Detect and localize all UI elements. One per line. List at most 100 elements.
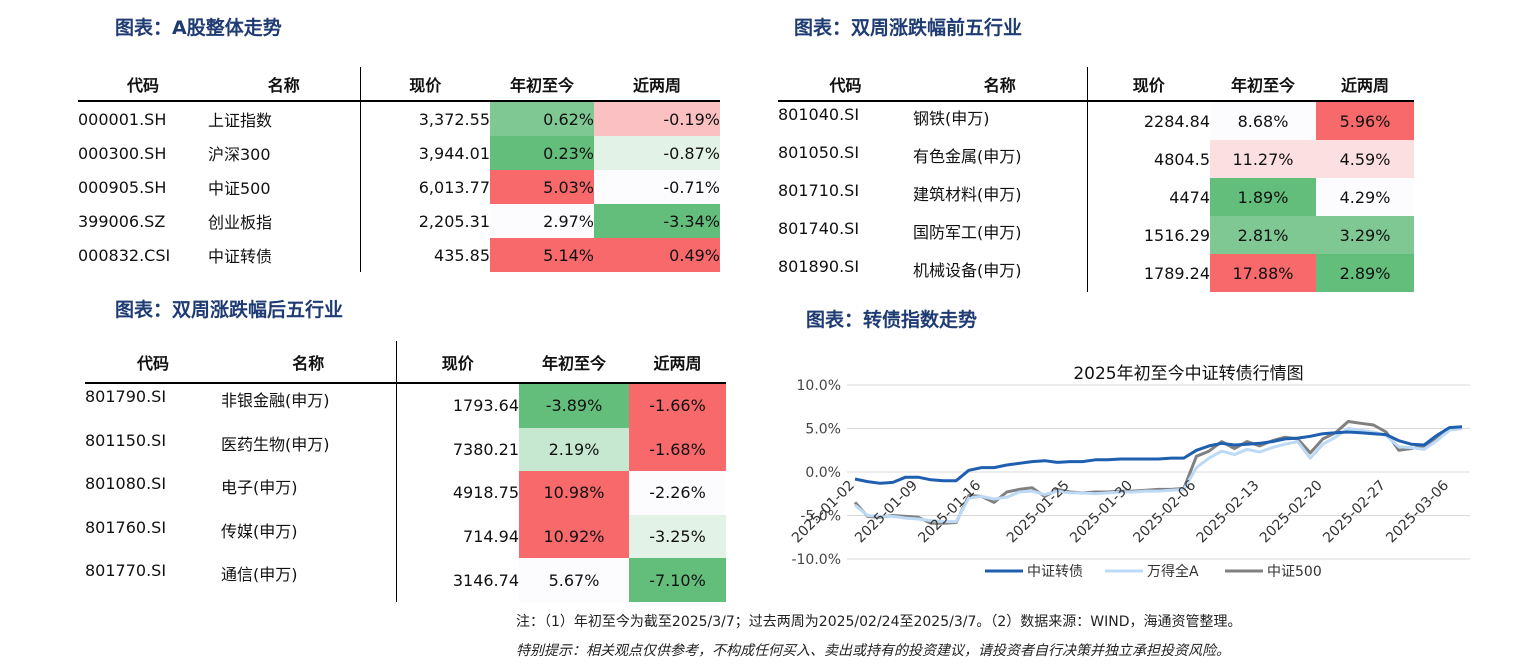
ytd-cell: 8.68% xyxy=(1210,101,1316,140)
header-price: 现价 xyxy=(395,341,519,384)
ytd-cell: 0.23% xyxy=(490,136,594,170)
table-row: 000905.SH 中证500 6,013.77 5.03% -0.71% xyxy=(78,170,720,204)
table-row: 399006.SZ 创业板指 2,205.31 2.97% -3.34% xyxy=(78,204,720,238)
code-cell: 801150.SI xyxy=(85,430,167,450)
x-tick-label: 2025-02-06 xyxy=(1130,477,1199,546)
bottom5-table: 代码 名称 现价 年初至今 近两周 801790.SI 非银金融(申万) 1793.… xyxy=(85,341,726,602)
x-tick-label: 2025-01-02 xyxy=(789,478,858,547)
name-cell: 国防军工(申万) xyxy=(913,223,1022,242)
price-cell: 3,372.55 xyxy=(359,101,490,136)
table-row: 801770.SI 通信(申万) 3146.74 5.67% -7.10% xyxy=(85,558,726,602)
table-row: 801790.SI 非银金融(申万) 1793.64 -3.89% -1.66% xyxy=(85,383,726,428)
y-tick-label: -10.0% xyxy=(791,552,841,568)
price-cell: 3,944.01 xyxy=(359,136,490,170)
name-cell: 上证指数 xyxy=(208,111,273,130)
two-week-cell: 4.29% xyxy=(1316,178,1414,216)
table-row: 801710.SI 建筑材料(申万) 4474 1.89% 4.29% xyxy=(778,178,1414,216)
table-row: 801050.SI 有色金属(申万) 4804.5 11.27% 4.59% xyxy=(778,140,1414,178)
ytd-cell: 5.14% xyxy=(490,238,594,272)
name-cell: 中证500 xyxy=(208,179,271,198)
name-cell: 电子(申万) xyxy=(221,478,298,498)
cb-index-chart: 2025年初至今中证转债行情图 10.0% 5.0% 0.0% -5.0% -10.0% 2… xyxy=(770,355,1510,590)
table-row: 801080.SI 电子(申万) 4918.75 10.98% -2.26% xyxy=(85,471,726,515)
price-cell: 1789.24 xyxy=(1086,254,1210,292)
name-cell: 医药生物(申万) xyxy=(221,434,330,454)
legend-label: 中证500 xyxy=(1267,564,1322,580)
name-cell: 通信(申万) xyxy=(221,565,298,585)
legend-label: 中证转债 xyxy=(1027,564,1083,580)
header-name: 名称 xyxy=(913,67,1087,102)
disclaimer-line: 特别提示：相关观点仅供参考，不构成任何买入、卖出或持有的投资建议，请投资者自行决… xyxy=(516,643,1230,659)
code-cell: 000832.CSI xyxy=(78,245,171,265)
a-share-title: 图表：A股整体走势 xyxy=(115,17,282,39)
two-week-cell: 2.89% xyxy=(1316,254,1414,292)
y-tick-label: 5.0% xyxy=(805,422,841,438)
price-cell: 4474 xyxy=(1086,178,1210,216)
table-row: 801040.SI 钢铁(申万) 2284.84 8.68% 5.96% xyxy=(778,101,1414,140)
table-row: 000001.SH 上证指数 3,372.55 0.62% -0.19% xyxy=(78,101,720,136)
header-ytd: 年初至今 xyxy=(490,67,594,102)
top5-table: 代码 名称 现价 年初至今 近两周 801040.SI 钢铁(申万) 2284.84… xyxy=(778,67,1414,292)
cb-index-title: 图表：转债指数走势 xyxy=(806,309,978,331)
code-cell: 801040.SI xyxy=(778,105,860,124)
series-line xyxy=(854,427,1463,524)
ytd-cell: 10.92% xyxy=(519,514,629,559)
two-week-cell: -0.19% xyxy=(594,101,720,136)
ytd-cell: 10.98% xyxy=(519,471,629,515)
price-cell: 3146.74 xyxy=(395,558,519,602)
code-cell: 000905.SH xyxy=(78,177,167,197)
ytd-cell: 2.97% xyxy=(490,204,594,238)
code-cell: 801050.SI xyxy=(778,143,860,162)
price-cell: 7380.21 xyxy=(395,427,519,472)
ytd-cell: 0.62% xyxy=(490,101,594,136)
name-cell: 机械设备(申万) xyxy=(913,261,1022,280)
ytd-cell: 1.89% xyxy=(1210,178,1316,216)
code-cell: 000001.SH xyxy=(78,109,167,129)
header-two-week: 近两周 xyxy=(629,341,726,384)
x-tick-label: 2025-03-06 xyxy=(1383,477,1452,546)
header-ytd: 年初至今 xyxy=(519,341,629,384)
price-cell: 714.94 xyxy=(395,514,519,559)
ytd-cell: 2.81% xyxy=(1210,216,1316,254)
table-row: 000300.SH 沪深300 3,944.01 0.23% -0.87% xyxy=(78,136,720,170)
two-week-cell: 5.96% xyxy=(1316,101,1414,140)
two-week-cell: -0.87% xyxy=(594,136,720,170)
name-cell: 创业板指 xyxy=(208,213,273,232)
y-tick-label: -5.0% xyxy=(800,509,841,525)
name-cell: 中证转债 xyxy=(208,247,273,266)
ytd-cell: 11.27% xyxy=(1210,140,1316,178)
two-week-cell: -1.68% xyxy=(629,427,726,472)
code-cell: 801710.SI xyxy=(778,181,860,200)
header-price: 现价 xyxy=(359,67,490,102)
header-code: 代码 xyxy=(778,67,913,102)
header-name: 名称 xyxy=(208,67,360,102)
x-tick-label: 2025-01-25 xyxy=(1004,478,1073,547)
x-tick-label: 2025-01-30 xyxy=(1067,478,1136,547)
table-row: 801150.SI 医药生物(申万) 7380.21 2.19% -1.68% xyxy=(85,427,726,472)
code-cell: 801790.SI xyxy=(85,387,167,406)
header-code: 代码 xyxy=(85,341,221,384)
series-line xyxy=(854,425,1463,485)
name-cell: 钢铁(申万) xyxy=(913,109,990,128)
code-cell: 801760.SI xyxy=(85,517,167,537)
a-share-table: 代码 名称 现价 年初至今 近两周 000001.SH 上证指数 3,372.55 0… xyxy=(78,67,720,272)
two-week-cell: -2.26% xyxy=(629,471,726,515)
code-cell: 000300.SH xyxy=(78,143,167,163)
price-cell: 6,013.77 xyxy=(359,170,490,204)
ytd-cell: 5.03% xyxy=(490,170,594,204)
two-week-cell: -3.25% xyxy=(629,514,726,559)
header-code: 代码 xyxy=(78,67,208,102)
price-cell: 2284.84 xyxy=(1086,101,1210,140)
code-cell: 801890.SI xyxy=(778,257,860,276)
y-tick-label: 10.0% xyxy=(797,378,841,394)
ytd-cell: 2.19% xyxy=(519,427,629,472)
table-row: 801760.SI 传媒(申万) 714.94 10.92% -3.25% xyxy=(85,514,726,559)
table-row: 000832.CSI 中证转债 435.85 5.14% 0.49% xyxy=(78,238,720,272)
price-cell: 4804.5 xyxy=(1086,140,1210,178)
code-cell: 801740.SI xyxy=(778,219,860,238)
code-cell: 801080.SI xyxy=(85,474,167,494)
price-cell: 1516.29 xyxy=(1086,216,1210,254)
header-two-week: 近两周 xyxy=(1316,67,1414,102)
note-line: 注：（1）年初至今为截至2025/3/7；过去两周为2025/02/24至202… xyxy=(516,614,1242,630)
chart-title: 2025年初至今中证转债行情图 xyxy=(1073,364,1303,384)
